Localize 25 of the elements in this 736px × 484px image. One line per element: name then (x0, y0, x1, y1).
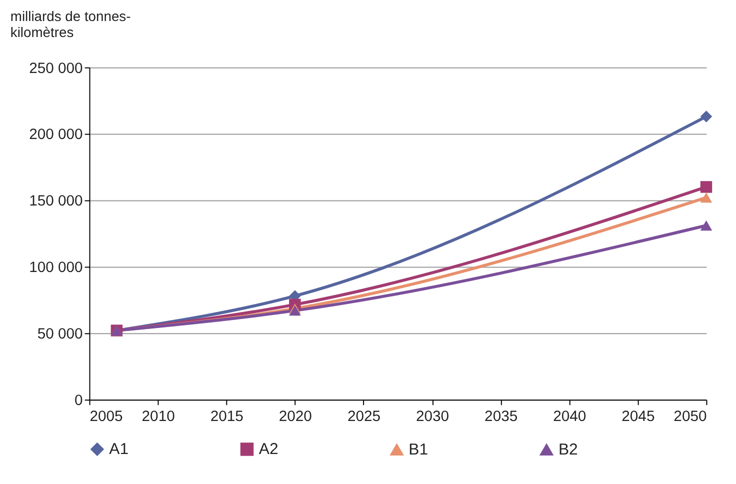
x-tick-label: 2020 (278, 408, 312, 425)
x-tick-label: 2015 (210, 408, 244, 425)
x-tick-label: 2035 (484, 408, 518, 425)
x-tick-label: 2045 (622, 408, 655, 425)
x-tick-label: 2005 (90, 408, 123, 425)
x-tick-label: 2010 (142, 408, 175, 425)
y-tick-label: 250 000 (29, 60, 83, 77)
point (700, 192, 712, 203)
y-tick-label: 0 (74, 393, 83, 410)
y-tick-label: 200 000 (29, 127, 83, 144)
point (700, 220, 712, 231)
x-tick-label: 2040 (553, 408, 586, 425)
x-tick-label: 2030 (416, 408, 450, 425)
x-tick-label: 2050 (674, 408, 707, 425)
y-tick-label: 150 000 (29, 194, 83, 210)
legend-label: B1 (408, 442, 428, 459)
x-tick-label: 2025 (347, 408, 381, 425)
y-tick-label: 50 000 (37, 326, 83, 343)
legend-label: A1 (109, 441, 129, 458)
point (700, 110, 712, 122)
point (700, 181, 712, 193)
y-tick-label: 100 000 (29, 260, 83, 276)
legend-label: B2 (558, 442, 578, 459)
y-axis-title: milliards de tonnes-kilomètres (10, 8, 131, 40)
legend-label: A2 (258, 441, 278, 458)
